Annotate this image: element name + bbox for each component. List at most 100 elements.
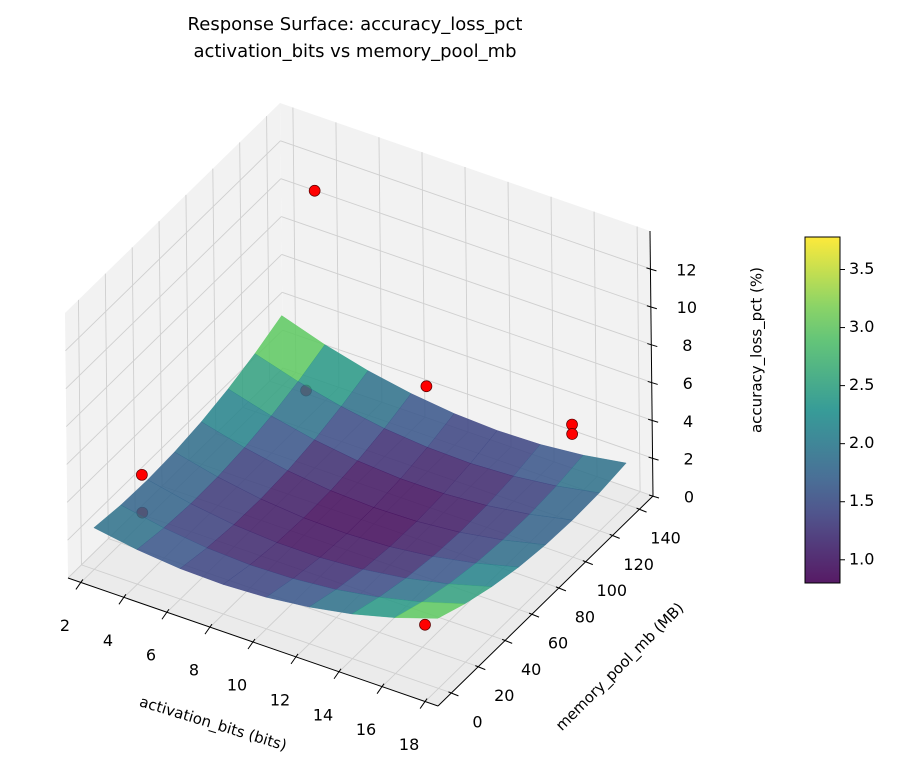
grid-line	[280, 140, 651, 270]
y-tick-label: 80	[575, 607, 595, 626]
x-tick-label: 2	[60, 616, 70, 635]
y-tick	[475, 665, 486, 671]
x-tick	[333, 668, 342, 680]
colorbar-tick-label: 2.5	[849, 375, 874, 394]
y-tick-label: 140	[650, 529, 681, 548]
grid-line	[65, 216, 282, 427]
y-tick	[609, 533, 620, 539]
z-tick-label: 2	[683, 450, 693, 469]
x-tick	[247, 638, 256, 650]
x-tick	[161, 608, 170, 620]
grid-line	[65, 140, 281, 352]
grid-line	[280, 178, 652, 308]
grid-line	[239, 142, 244, 408]
y-axis-label: memory_pool_mb (MB)	[552, 599, 688, 735]
grid-line	[550, 196, 555, 462]
x-tick	[290, 653, 299, 665]
x-tick	[376, 683, 385, 694]
colorbar-tick-label: 1.5	[849, 491, 874, 510]
chart-title: Response Surface: accuracy_loss_pct	[188, 14, 523, 35]
grid-line	[424, 491, 641, 702]
y-tick-label: 60	[548, 634, 568, 653]
grid-line	[335, 122, 340, 388]
y-tick	[555, 586, 567, 592]
x-tick-label: 10	[227, 676, 247, 695]
grid-line	[464, 166, 469, 433]
z-tick-label: 12	[676, 260, 696, 279]
grid-line	[81, 564, 452, 694]
y-tick	[502, 638, 513, 644]
z-tick-label: 0	[684, 488, 694, 507]
grid-line	[281, 216, 652, 345]
grid-line	[636, 226, 641, 492]
z-tick	[646, 305, 658, 310]
scatter-point	[308, 184, 321, 197]
z-tick	[646, 267, 657, 272]
grid-line	[77, 299, 82, 565]
grid-line	[378, 137, 383, 403]
surface	[93, 315, 627, 619]
z-tick	[648, 494, 660, 499]
y-tick-label: 100	[597, 581, 628, 600]
grid-line	[66, 254, 283, 465]
y-axis-line	[437, 495, 654, 707]
z-tick-label: 4	[683, 412, 693, 431]
colorbar-tick-label: 3.5	[849, 259, 874, 278]
grid-line	[212, 168, 217, 434]
grid-line	[281, 291, 653, 421]
scatter-point	[420, 380, 433, 393]
surface-patch	[394, 601, 466, 619]
z-tick-label: 8	[682, 336, 692, 355]
x-tick	[204, 623, 213, 635]
x-tick	[75, 579, 84, 590]
z-tick	[647, 380, 658, 385]
y-tick	[448, 691, 459, 697]
x-tick-label: 14	[313, 705, 333, 724]
grid-line	[282, 329, 653, 459]
x-axis-label: activation_bits (bits)	[137, 693, 289, 756]
x-tick-label: 6	[146, 646, 156, 665]
scatter-point	[566, 428, 578, 440]
grid-line	[593, 211, 598, 477]
y-tick-label: 120	[623, 555, 654, 574]
grid-line	[65, 178, 282, 390]
y-tick	[582, 560, 593, 566]
y-tick-label: 40	[521, 660, 541, 679]
grid-line	[104, 273, 109, 539]
grid-line	[507, 181, 512, 447]
z-axis-label: accuracy_loss_pct (%)	[748, 267, 767, 433]
colorbar: 1.0 1.5 2.0 2.5 3.0 3.5	[804, 236, 874, 584]
grid-line	[185, 194, 190, 460]
x-tick-label: 8	[189, 661, 199, 680]
grid-line	[421, 152, 426, 418]
x-tick	[118, 594, 127, 605]
y-tick-label: 0	[472, 712, 482, 731]
x-tick	[419, 698, 428, 709]
grid-line	[66, 291, 283, 503]
chart-subtitle: activation_bits vs memory_pool_mb	[193, 41, 516, 62]
left-pane	[65, 103, 283, 578]
scatter-point	[136, 468, 148, 481]
z-tick-label: 6	[683, 374, 693, 393]
x-tick-label: 4	[103, 631, 113, 650]
axes	[67, 230, 660, 709]
y-tick	[528, 612, 540, 618]
x-axis-line	[67, 577, 439, 707]
z-axis-line	[649, 230, 654, 497]
colorbar-tick-label: 1.0	[849, 549, 874, 568]
y-tick-label: 20	[494, 686, 514, 705]
colorbar-scale	[804, 236, 841, 584]
z-tick	[647, 343, 658, 348]
grid-line	[158, 221, 163, 487]
grid-line	[281, 254, 652, 383]
y-tick	[636, 507, 647, 513]
colorbar-tick-label: 3.0	[849, 317, 874, 336]
colorbar-tick-label: 2.0	[849, 433, 874, 452]
x-tick-label: 18	[399, 735, 419, 754]
z-tick-label: 10	[677, 298, 697, 317]
x-tick-label: 16	[356, 720, 376, 739]
z-tick	[647, 418, 659, 423]
x-tick-label: 12	[270, 690, 290, 709]
